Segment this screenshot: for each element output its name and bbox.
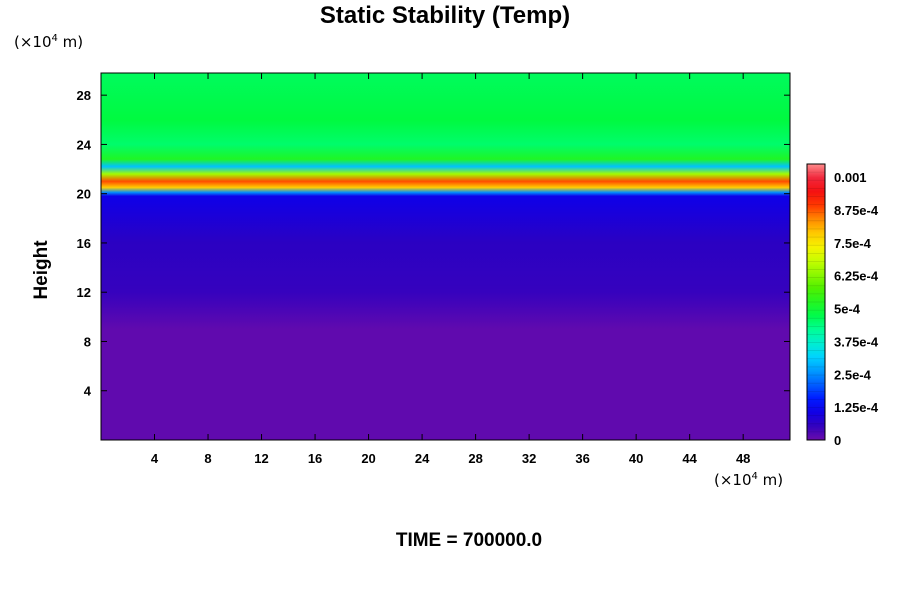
x-tick-label: 8 [204, 451, 211, 466]
y-tick-label: 4 [84, 384, 92, 399]
x-tick-label: 12 [254, 451, 268, 466]
x-tick-label: 32 [522, 451, 536, 466]
x-tick-label: 24 [415, 451, 430, 466]
plot-area [101, 73, 790, 440]
y-axis-unit: (×104 m) [14, 33, 84, 51]
x-tick-label: 4 [151, 451, 159, 466]
x-tick-label: 28 [468, 451, 482, 466]
colorbar: 0 1.25e-4 2.5e-4 3.75e-4 5e-4 6.25e-4 7.5e-4 8.… [806, 163, 879, 448]
time-label: TIME = 700000.0 [395, 530, 543, 551]
colorbar-tick-label: 0.001 [834, 170, 867, 185]
x-tick-label: 48 [736, 451, 750, 466]
y-tick-label: 8 [84, 334, 91, 349]
x-tick-label: 36 [575, 451, 589, 466]
colorbar-tick-label: 2.5e-4 [834, 367, 872, 382]
y-tick-label: 24 [77, 137, 92, 152]
colorbar-tick-label: 3.75e-4 [834, 334, 879, 349]
x-axis-unit: (×104 m) [714, 471, 784, 489]
contour-field [101, 73, 790, 440]
chart-title: Static Stability (Temp) [319, 2, 571, 29]
x-tick-label: 40 [629, 451, 643, 466]
colorbar-tick-label: 8.75e-4 [834, 203, 879, 218]
y-tick-label: 28 [77, 88, 91, 103]
colorbar-tick-label: 0 [834, 433, 841, 448]
plot-frame [100, 72, 791, 441]
colorbar-frame [806, 163, 826, 441]
x-tick-label: 16 [308, 451, 322, 466]
x-tick-label: 44 [682, 451, 697, 466]
x-tick-label: 20 [361, 451, 375, 466]
colorbar-tick-label: 7.5e-4 [834, 236, 872, 251]
y-tick-label: 20 [77, 187, 91, 202]
y-tick-label: 12 [77, 285, 91, 300]
colorbar-tick-label: 5e-4 [834, 302, 861, 317]
colorbar-tick-label: 6.25e-4 [834, 269, 879, 284]
colorbar-fill [807, 164, 825, 440]
colorbar-tick-label: 1.25e-4 [834, 400, 879, 415]
y-tick-label: 16 [77, 236, 91, 251]
